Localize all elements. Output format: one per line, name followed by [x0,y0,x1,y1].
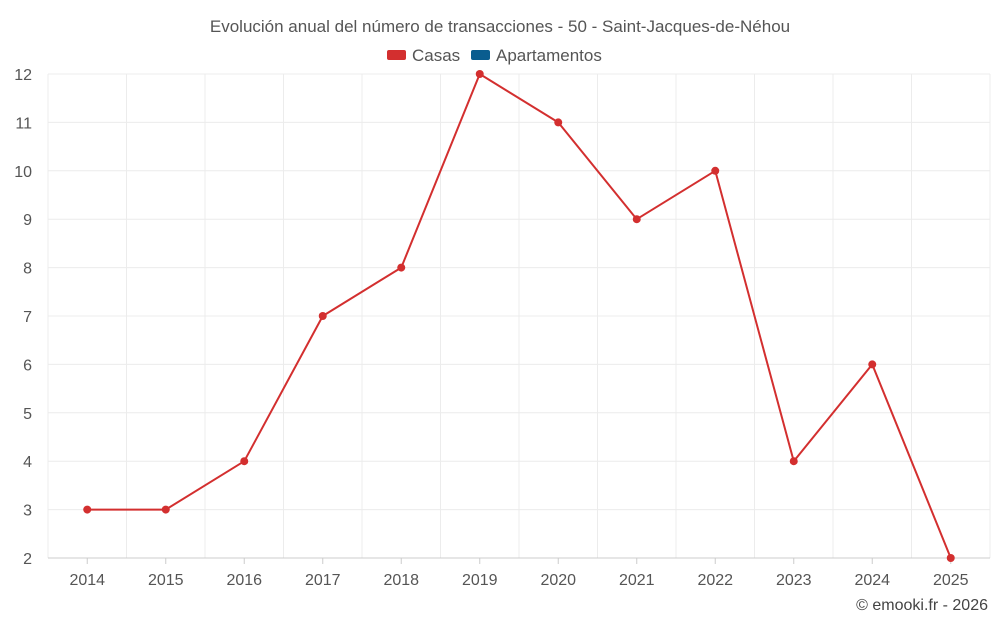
y-tick-label: 6 [23,357,32,374]
chart-title: Evolución anual del número de transaccio… [210,17,790,36]
legend-swatch-casas [387,50,406,60]
x-tick-label: 2014 [69,572,105,589]
y-tick-label: 5 [23,406,32,423]
x-tick-label: 2020 [540,572,576,589]
grid [47,73,991,558]
legend-item-casas[interactable]: Casas [387,46,460,65]
y-tick-label: 2 [23,551,32,568]
x-tick-label: 2021 [619,572,655,589]
y-tick-label: 11 [15,115,32,132]
data-point[interactable] [161,505,170,514]
data-point[interactable] [554,118,563,127]
x-tick-label: 2016 [226,572,262,589]
y-tick-label: 8 [23,261,32,278]
data-point[interactable] [868,360,877,369]
data-point[interactable] [632,215,641,224]
data-point[interactable] [318,312,327,320]
axes: 2 3 4 5 6 7 8 9 10 11 12 2014 2015 2016 2017 2018 2019 20… [14,67,990,589]
data-point[interactable] [83,505,92,514]
y-tick-label: 12 [14,67,32,84]
x-tick-label: 2023 [776,572,812,589]
x-tick-label: 2019 [462,572,498,589]
series-line [87,73,952,559]
x-tick-label: 2015 [148,572,184,589]
legend-label-casas: Casas [412,46,460,65]
x-tick-label: 2022 [697,572,733,589]
legend-swatch-apartamentos [471,50,490,60]
data-point[interactable] [397,263,406,272]
legend: Casas Apartamentos [387,46,602,65]
credit-text: © emooki.fr - 2026 [856,597,988,614]
data-point[interactable] [711,166,720,175]
y-tick-label: 9 [23,212,32,229]
y-tick-label: 7 [23,309,32,326]
x-tick-label: 2018 [383,572,419,589]
x-tick-label: 2025 [933,572,969,589]
series-casas [83,70,955,562]
y-tick-label: 10 [14,164,32,181]
x-tick-label: 2017 [305,572,341,589]
x-tick-label: 2024 [854,572,890,589]
data-point[interactable] [789,457,798,466]
y-tick-label: 4 [23,454,32,471]
y-tick-label: 3 [23,503,32,520]
legend-label-apartamentos: Apartamentos [496,46,602,65]
legend-item-apartamentos[interactable]: Apartamentos [471,46,602,65]
data-point[interactable] [475,70,484,78]
data-point[interactable] [946,554,955,562]
data-point[interactable] [240,457,249,466]
